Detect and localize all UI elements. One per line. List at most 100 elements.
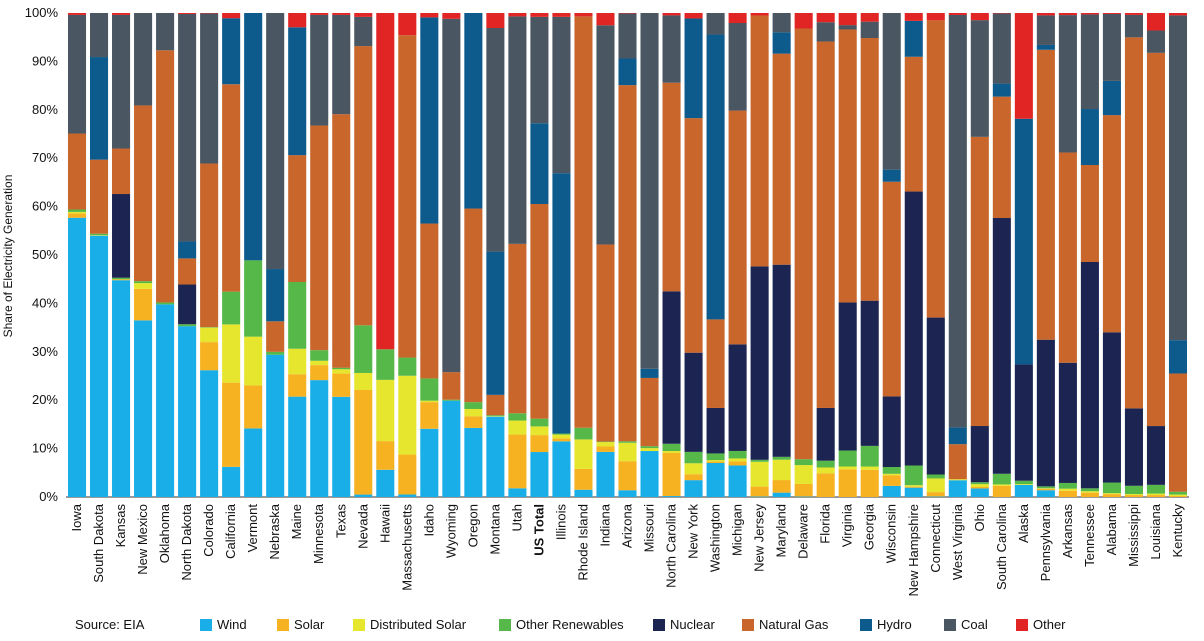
bar-segment-other-renewables (156, 302, 175, 305)
bar-segment-other-renewables (728, 450, 747, 459)
bar-segment-coal (882, 13, 901, 170)
bar-segment-wind (420, 428, 439, 497)
x-tick-label: Idaho (421, 504, 436, 537)
bar-segment-wind (772, 492, 791, 497)
x-tick-label: Connecticut (928, 504, 943, 573)
legend-swatch (653, 619, 665, 631)
bar-segment-solar (838, 469, 857, 497)
x-tick-label: Kentucky (1170, 504, 1185, 558)
bar-segment-solar (134, 288, 153, 321)
bar-segment-coal (948, 14, 967, 428)
bar-segment-other-renewables (1080, 488, 1099, 492)
bar-segment-natural-gas (970, 136, 989, 427)
x-tick-label: Hawaii (377, 504, 392, 543)
x-tick-label: Tennessee (1082, 504, 1097, 567)
bar-segment-distributed-solar (310, 360, 329, 366)
bar-segment-wind (904, 487, 923, 497)
bar-segment-natural-gas (1102, 115, 1121, 333)
bar-segment-nuclear (178, 284, 197, 325)
bars-group (67, 13, 1188, 498)
bar-segment-natural-gas (662, 82, 681, 292)
bar-segment-coal (596, 25, 615, 245)
bar-segment-other (750, 13, 769, 16)
bar-segment-wind (112, 280, 131, 497)
bar-segment-solar (596, 446, 615, 452)
bar-segment-distributed-solar (816, 467, 835, 474)
bar-segment-wind (530, 452, 549, 497)
bar-segment-wind (178, 326, 197, 497)
legend-swatch (499, 619, 511, 631)
bar-segment-natural-gas (486, 394, 505, 416)
x-tick-label: Arkansas (1060, 504, 1075, 559)
bar-segment-other (816, 13, 835, 23)
bar-segment-wind (464, 427, 483, 497)
bar-segment-nuclear (684, 352, 703, 452)
bar-segment-hydro (244, 13, 263, 261)
bar-segment-distributed-solar (200, 327, 219, 343)
bar-segment-distributed-solar (992, 484, 1011, 486)
bar-segment-hydro (1036, 44, 1055, 50)
y-tick-label: 90% (32, 53, 58, 68)
bar-segment-wind (354, 494, 373, 497)
bar-segment-other-renewables (398, 357, 417, 376)
bar-segment-natural-gas (156, 50, 175, 303)
bar-segment-other (838, 13, 857, 26)
bar-segment-nuclear (1124, 408, 1143, 486)
bar-segment-distributed-solar (948, 479, 967, 481)
bar-segment-other (552, 13, 571, 17)
bar-segment-coal (772, 13, 791, 33)
x-tick-label: Iowa (69, 503, 84, 531)
bar-segment-coal (486, 28, 505, 252)
bar-segment-other (728, 13, 747, 24)
bar-segment-other (684, 13, 703, 19)
bar-segment-solar (574, 468, 593, 490)
bar-segment-natural-gas (618, 85, 637, 442)
bar-segment-solar (354, 389, 373, 495)
bar-segment-natural-gas (288, 155, 307, 282)
bar-segment-distributed-solar (1124, 494, 1143, 496)
x-tick-label: West Virginia (950, 503, 965, 580)
bar-segment-nuclear (1058, 362, 1077, 483)
bar-segment-natural-gas (992, 96, 1011, 219)
legend-label: Hydro (877, 617, 912, 632)
legend-swatch (860, 619, 872, 631)
y-tick-label: 10% (32, 441, 58, 456)
bar-segment-distributed-solar (860, 466, 879, 470)
bar-segment-coal (310, 14, 329, 126)
x-tick-label: Louisiana (1148, 503, 1163, 559)
bar-segment-distributed-solar (794, 465, 813, 484)
x-tick-label: Massachusetts (399, 504, 414, 591)
bar-segment-nuclear (1080, 262, 1099, 489)
bar-segment-solar (1168, 496, 1188, 497)
bar-segment-nuclear (728, 344, 747, 451)
bar-segment-coal (178, 13, 197, 242)
bar-segment-hydro (1168, 340, 1188, 374)
bar-segment-other (662, 13, 681, 16)
bar-segment-nuclear (926, 317, 945, 475)
bar-segment-solar (1102, 494, 1121, 497)
bar-segment-nuclear (662, 291, 681, 444)
x-tick-label: Florida (818, 503, 833, 544)
bar-segment-solar (464, 416, 483, 428)
bar-segment-wind (332, 396, 351, 497)
legend-swatch (200, 619, 212, 631)
bar-segment-natural-gas (420, 223, 439, 379)
bar-segment-other-renewables (926, 474, 945, 479)
bar-segment-distributed-solar (750, 461, 769, 487)
x-tick-label: Michigan (730, 504, 745, 556)
bar-segment-nuclear (772, 264, 791, 457)
bar-segment-other-renewables (222, 291, 241, 325)
bar-segment-natural-gas (332, 114, 351, 368)
bar-segment-distributed-solar (354, 372, 373, 390)
bar-segment-other-renewables (970, 482, 989, 485)
source-note: Source: EIA (75, 617, 145, 632)
bar-segment-natural-gas (1146, 52, 1165, 427)
bar-segment-natural-gas (728, 110, 747, 345)
bar-segment-natural-gas (794, 28, 813, 460)
bar-segment-wind (442, 400, 461, 497)
bar-segment-solar (1080, 492, 1099, 497)
bar-segment-solar (772, 480, 791, 493)
legend-swatch (742, 619, 754, 631)
bar-segment-wind (970, 488, 989, 497)
